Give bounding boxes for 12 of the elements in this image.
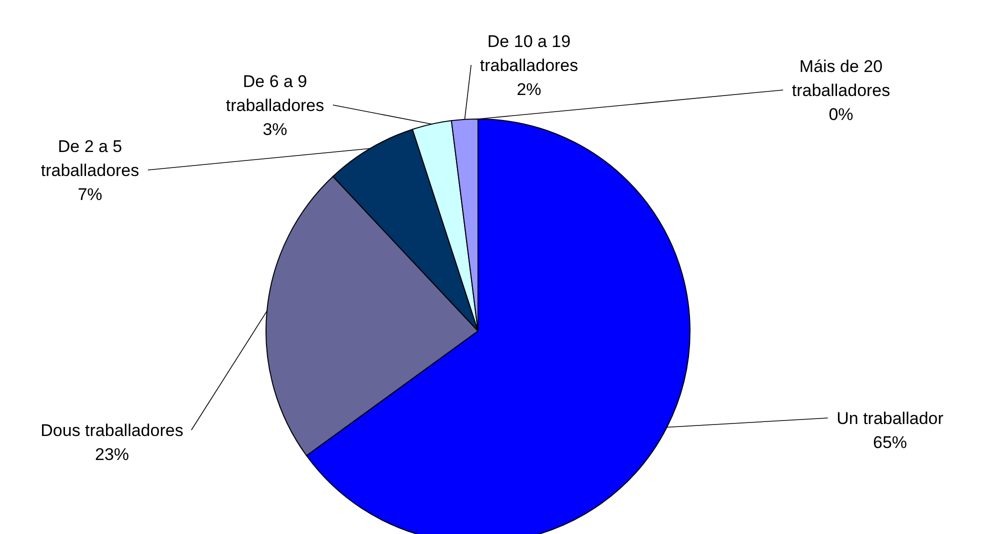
data-label: 23%: [94, 444, 130, 464]
slice-label: De 10 a 19 traballadores: [480, 32, 578, 74]
text: 0%: [828, 104, 854, 124]
slice-label: Un traballador: [836, 408, 944, 428]
data-label: 2%: [516, 80, 542, 98]
slice-label: De 2 a 5 traballadores: [40, 136, 140, 180]
slice-label: De 6 a 9 traballadores: [226, 72, 324, 114]
data-label: 65%: [872, 432, 908, 452]
data-label: 7%: [78, 184, 102, 204]
category-label: Máis de 20 traballadores: [792, 56, 890, 100]
slice-label: Dous traballadores: [40, 420, 184, 440]
data-label: 3%: [262, 120, 288, 138]
